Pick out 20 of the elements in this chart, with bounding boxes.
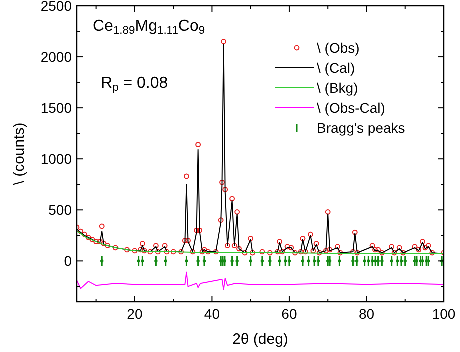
x-tick-label: 60 xyxy=(282,306,298,322)
y-axis-title: \ (counts) xyxy=(11,122,28,186)
annotation: R$_{p}$ = 0.08 xyxy=(101,75,168,94)
legend-label: \ (Obs-Cal) xyxy=(317,100,386,116)
y-tick-label: 2500 xyxy=(40,0,72,14)
annotation: Ce$_{1.89}$Mg$_{1.11}$Co$_{9}$ xyxy=(93,18,206,38)
x-tick-label: 20 xyxy=(127,306,143,322)
legend-label: \ (Cal) xyxy=(317,60,356,76)
y-tick-label: 1500 xyxy=(40,100,72,116)
y-tick-label: 1000 xyxy=(40,151,72,168)
legend-label: Bragg's peaks xyxy=(317,120,406,136)
y-tick-label: 0 xyxy=(64,253,72,270)
x-tick-label: 80 xyxy=(358,306,375,322)
y-tick-label: 500 xyxy=(48,202,72,218)
x-axis-title: 2θ (deg) xyxy=(232,331,288,348)
y-tick-label: 2000 xyxy=(40,49,72,66)
legend-label: \ (Bkg) xyxy=(317,80,358,96)
legend-label: \ (Obs) xyxy=(317,40,360,56)
x-tick-label: 40 xyxy=(204,306,220,322)
x-tick-label: 100 xyxy=(432,306,456,322)
